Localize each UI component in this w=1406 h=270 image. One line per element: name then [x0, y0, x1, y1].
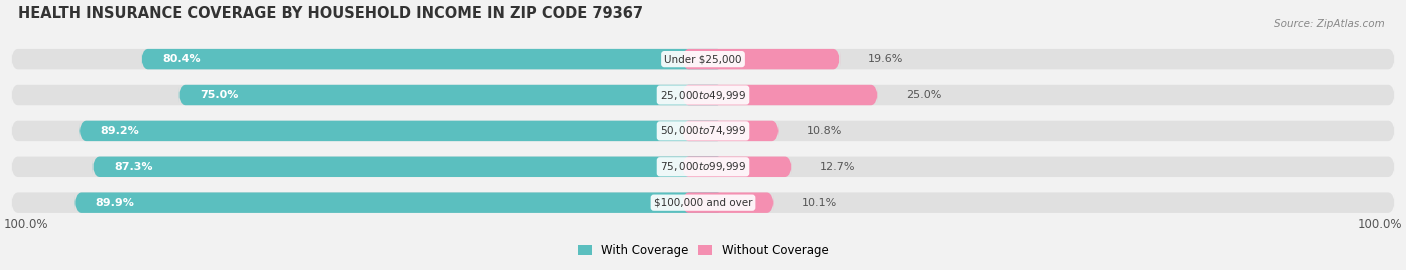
- FancyBboxPatch shape: [11, 85, 1395, 105]
- FancyBboxPatch shape: [682, 193, 773, 213]
- FancyBboxPatch shape: [80, 121, 724, 141]
- FancyBboxPatch shape: [75, 193, 724, 213]
- Text: 100.0%: 100.0%: [4, 218, 49, 231]
- FancyBboxPatch shape: [682, 85, 877, 105]
- Text: 80.4%: 80.4%: [162, 54, 201, 64]
- Text: 10.8%: 10.8%: [807, 126, 842, 136]
- Text: 10.1%: 10.1%: [801, 198, 837, 208]
- FancyBboxPatch shape: [11, 157, 1395, 177]
- Text: $100,000 and over: $100,000 and over: [654, 198, 752, 208]
- FancyBboxPatch shape: [682, 49, 841, 69]
- Text: 75.0%: 75.0%: [200, 90, 238, 100]
- Text: 25.0%: 25.0%: [905, 90, 941, 100]
- FancyBboxPatch shape: [179, 85, 724, 105]
- Text: Source: ZipAtlas.com: Source: ZipAtlas.com: [1274, 19, 1385, 29]
- Text: $75,000 to $99,999: $75,000 to $99,999: [659, 160, 747, 173]
- Text: 19.6%: 19.6%: [868, 54, 903, 64]
- Text: $25,000 to $49,999: $25,000 to $49,999: [659, 89, 747, 102]
- Text: $50,000 to $74,999: $50,000 to $74,999: [659, 124, 747, 137]
- FancyBboxPatch shape: [11, 193, 1395, 213]
- FancyBboxPatch shape: [11, 121, 1395, 141]
- Text: 12.7%: 12.7%: [820, 162, 855, 172]
- Text: 87.3%: 87.3%: [114, 162, 152, 172]
- FancyBboxPatch shape: [682, 157, 792, 177]
- FancyBboxPatch shape: [11, 49, 1395, 69]
- Legend: With Coverage, Without Coverage: With Coverage, Without Coverage: [572, 239, 834, 262]
- FancyBboxPatch shape: [682, 121, 779, 141]
- FancyBboxPatch shape: [141, 49, 724, 69]
- Text: Under $25,000: Under $25,000: [664, 54, 742, 64]
- Text: HEALTH INSURANCE COVERAGE BY HOUSEHOLD INCOME IN ZIP CODE 79367: HEALTH INSURANCE COVERAGE BY HOUSEHOLD I…: [18, 6, 643, 21]
- Text: 89.9%: 89.9%: [96, 198, 135, 208]
- Text: 100.0%: 100.0%: [1357, 218, 1402, 231]
- FancyBboxPatch shape: [93, 157, 724, 177]
- Text: 89.2%: 89.2%: [101, 126, 139, 136]
